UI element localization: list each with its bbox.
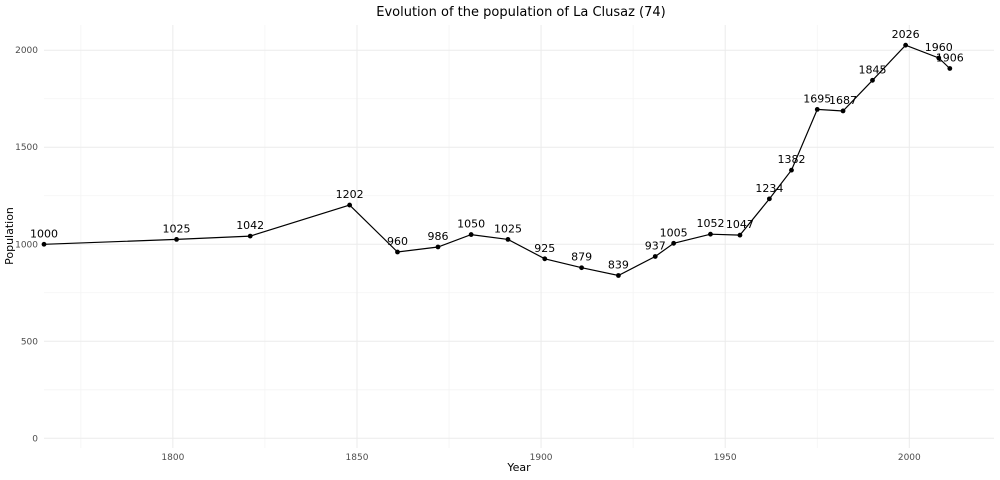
data-label: 1042 [236, 219, 264, 232]
data-point [814, 107, 820, 112]
x-tick-label: 1950 [714, 453, 737, 463]
x-tick-label: 1800 [161, 453, 184, 463]
data-label: 925 [534, 242, 555, 255]
data-points [41, 42, 953, 278]
data-point [41, 241, 47, 247]
data-point [766, 196, 772, 202]
data-point [616, 273, 621, 278]
data-point [395, 249, 400, 255]
data-point [435, 244, 441, 250]
data-label: 879 [571, 251, 592, 264]
chart-title: Evolution of the population of La Clusaz… [376, 5, 666, 20]
x-tick-label: 1900 [530, 453, 553, 463]
data-label: 839 [608, 259, 629, 272]
x-tick-label: 2000 [898, 453, 921, 463]
data-point [903, 42, 909, 48]
data-point [671, 240, 677, 246]
data-point [936, 55, 942, 61]
data-labels: 1000 1025 1042 1202 960 986 1050 1025 925 879 839 9… [30, 28, 964, 271]
y-tick-label: 1000 [15, 240, 38, 250]
data-point [247, 233, 253, 239]
x-tick-label: 1850 [346, 453, 369, 463]
data-label: 1005 [660, 226, 688, 239]
data-point [174, 237, 179, 242]
data-point [579, 265, 584, 271]
data-point [789, 167, 794, 173]
data-point [468, 232, 474, 237]
population-series-line [43, 44, 951, 277]
x-axis-ticks: 1800 1850 1900 1950 2000 [161, 453, 921, 463]
major-gridlines [44, 25, 994, 448]
data-point [870, 77, 875, 83]
y-axis-ticks: 0 500 1000 1500 2000 [15, 46, 38, 444]
data-label: 1382 [777, 153, 805, 166]
data-label: 1960 [925, 41, 953, 54]
minor-gridlines [44, 25, 994, 448]
data-point [542, 256, 548, 262]
data-label: 1025 [163, 222, 191, 235]
data-label: 1906 [936, 51, 964, 64]
data-point [840, 108, 846, 114]
data-label: 2026 [892, 28, 920, 41]
data-label: 960 [387, 235, 408, 248]
data-label: 1234 [755, 182, 783, 195]
data-label: 937 [645, 239, 666, 252]
y-tick-label: 500 [21, 337, 38, 347]
data-point [708, 231, 713, 237]
data-point [652, 254, 658, 259]
data-label: 1047 [726, 218, 754, 231]
data-label: 1052 [696, 217, 724, 230]
data-point [505, 237, 511, 242]
y-tick-label: 0 [32, 434, 38, 444]
data-label: 1687 [829, 94, 857, 107]
x-axis-title: Year [506, 461, 531, 474]
data-label: 1025 [494, 222, 522, 235]
data-point [737, 232, 743, 238]
y-axis-title: Population [3, 207, 16, 265]
y-tick-label: 1500 [15, 143, 38, 153]
data-label: 1845 [858, 63, 886, 76]
data-label: 986 [427, 230, 448, 243]
data-point [347, 202, 353, 208]
data-label: 1202 [336, 188, 364, 201]
data-point [947, 66, 953, 71]
data-label: 1695 [803, 92, 831, 105]
data-label: 1050 [457, 218, 485, 231]
data-label: 1000 [30, 227, 58, 240]
y-tick-label: 2000 [15, 46, 38, 56]
